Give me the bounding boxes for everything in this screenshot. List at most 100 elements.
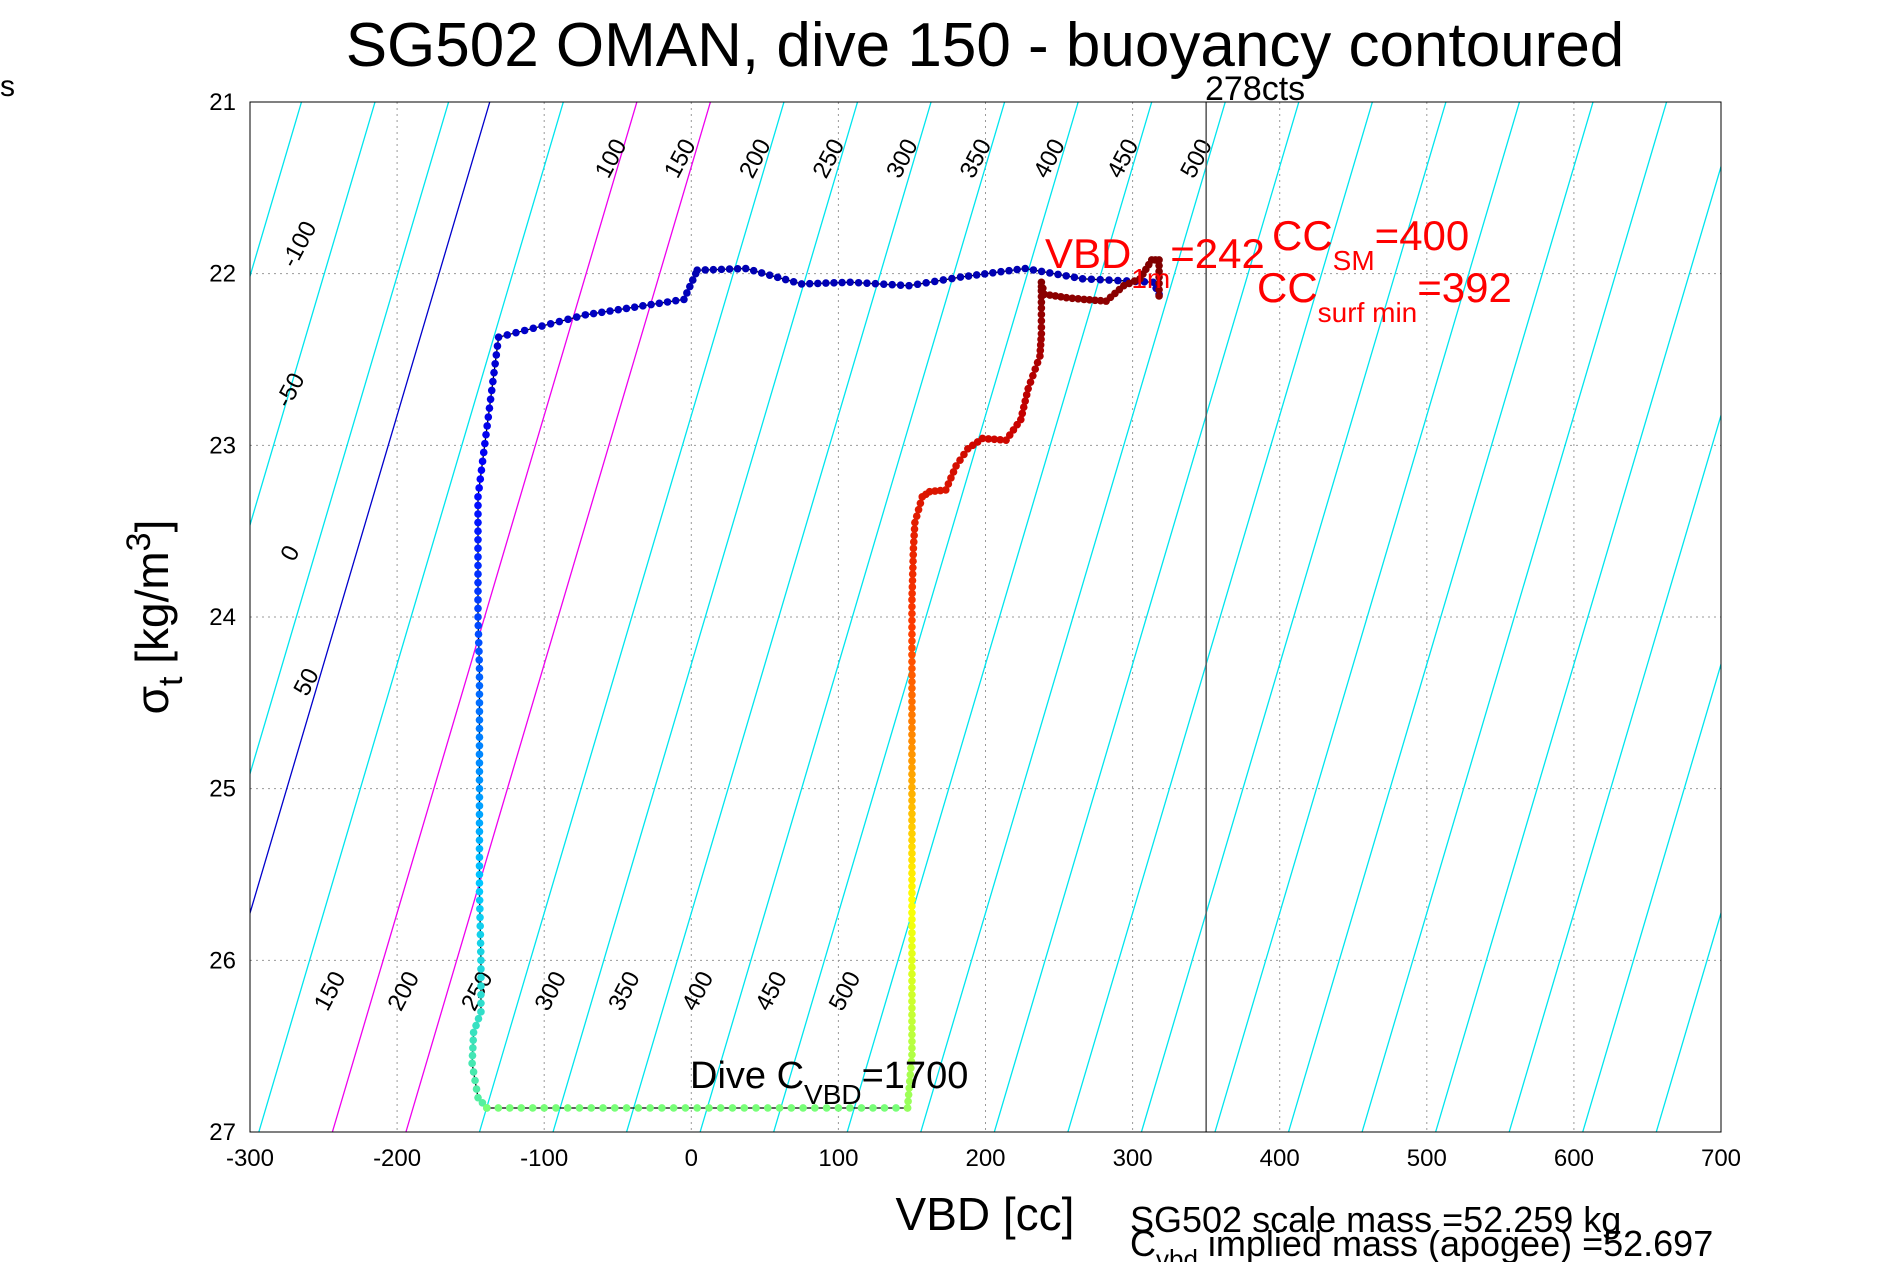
ascent-point <box>908 677 916 686</box>
ascent-point <box>908 1004 916 1012</box>
ascent-point <box>908 842 916 851</box>
ascent-point <box>908 737 916 745</box>
descent-point <box>838 278 846 287</box>
descent-point <box>622 304 631 313</box>
x-tick-label: 200 <box>965 1145 1005 1172</box>
chart-title: SG502 OMAN, dive 150 - buoyancy contoure… <box>346 11 1625 80</box>
descent-point <box>477 982 485 990</box>
ascent-point <box>908 583 917 591</box>
descent-point <box>691 269 700 278</box>
ascent-point <box>1080 295 1088 304</box>
ascent-point <box>1037 335 1045 344</box>
descent-point <box>477 1008 485 1016</box>
bottom-point <box>681 1104 690 1112</box>
ascent-point <box>908 1030 916 1039</box>
x-tick-label: -100 <box>520 1145 568 1172</box>
descent-point <box>472 1085 481 1093</box>
descent-point <box>475 819 484 827</box>
descent-point <box>1029 266 1038 274</box>
bottom-point <box>811 1104 819 1112</box>
ascent-point <box>908 697 916 706</box>
buoyancy-contour <box>1214 102 1521 1132</box>
descent-point <box>486 395 495 404</box>
ascent-point <box>1062 293 1071 302</box>
descent-point <box>474 621 483 630</box>
ascent-point <box>908 895 916 904</box>
descent-point <box>630 303 639 311</box>
descent-point <box>475 836 484 844</box>
descent-point <box>781 275 790 284</box>
ascent-point <box>908 576 917 585</box>
descent-point <box>606 307 614 315</box>
ascent-point <box>908 1024 916 1032</box>
descent-point <box>830 279 838 287</box>
ascent-point <box>908 963 916 971</box>
descent-point <box>879 280 888 289</box>
descent-point <box>581 311 590 319</box>
descent-point <box>888 280 896 289</box>
x-tick-label: 500 <box>1407 1145 1447 1172</box>
bottom-point <box>799 1104 807 1112</box>
bottom-point <box>869 1104 877 1112</box>
descent-point <box>741 264 750 273</box>
buoyancy-contour <box>250 102 376 528</box>
implied-mass-text: Cvbd implied mass (apogee) =52.697 <box>1130 1223 1713 1262</box>
descent-point <box>688 276 697 284</box>
ascent-point <box>908 997 916 1006</box>
descent-point <box>468 1059 476 1068</box>
descent-point <box>765 271 774 279</box>
descent-point <box>475 767 484 776</box>
ascent-point <box>910 531 918 540</box>
descent-point <box>475 879 484 887</box>
descent-point <box>854 278 863 287</box>
ascent-point <box>908 856 916 864</box>
ascent-point <box>1021 397 1030 405</box>
bottom-point <box>587 1104 596 1112</box>
ascent-point <box>914 505 923 514</box>
contour-label: 500 <box>1175 135 1218 183</box>
buoyancy-contour <box>331 102 638 1132</box>
descent-point <box>589 309 598 318</box>
descent-point <box>512 328 520 337</box>
ascent-point <box>908 623 916 632</box>
descent-point <box>503 331 512 339</box>
descent-point <box>477 973 485 982</box>
buoyancy-contour <box>258 102 564 1132</box>
ascent-point <box>908 1010 916 1019</box>
ascent-point <box>908 803 916 811</box>
x-tick-label: -200 <box>373 1145 421 1172</box>
ascent-point <box>1037 278 1046 287</box>
descent-point <box>475 810 484 819</box>
descent-point <box>1005 266 1013 275</box>
descent-point <box>922 279 930 287</box>
descent-point <box>475 484 483 492</box>
descent-point <box>686 282 694 291</box>
y-axis-label: σt [kg/m3] <box>120 520 190 715</box>
descent-point <box>1078 275 1087 283</box>
ascent-point <box>1018 409 1027 418</box>
ascent-point <box>908 1050 916 1059</box>
ascent-point <box>908 935 916 944</box>
descent-point <box>474 527 482 535</box>
ascent-point <box>908 637 916 645</box>
descent-point <box>469 1044 477 1052</box>
descent-point <box>475 707 484 716</box>
buoyancy-contour <box>250 102 303 279</box>
ascent-point <box>908 596 916 604</box>
contour-label: 300 <box>529 967 572 1015</box>
ascent-point <box>908 602 916 611</box>
descent-point <box>789 277 798 286</box>
ascent-point <box>908 710 916 719</box>
ascent-point <box>908 684 916 693</box>
ascent-point <box>908 776 916 785</box>
buoyancy-contour <box>1361 102 1668 1132</box>
descent-point <box>489 377 497 386</box>
descent-point <box>475 896 484 905</box>
ascent-point <box>903 1104 912 1112</box>
ascent-point <box>908 869 916 877</box>
ascent-point <box>1039 284 1047 293</box>
ascent-point <box>908 671 916 679</box>
descent-point <box>474 596 482 604</box>
descent-point <box>647 300 655 309</box>
ascent-point <box>984 435 993 443</box>
